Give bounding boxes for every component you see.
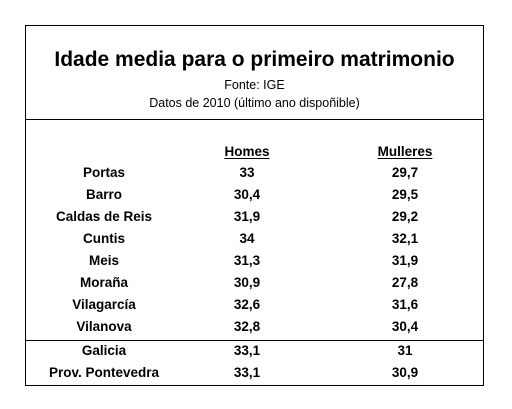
row-name: Moraña [79,275,128,290]
row-name: Portas [82,165,126,180]
total-row-name: Prov. Pontevedra [48,365,160,380]
row-name: Caldas de Reis [55,209,153,224]
total-row-mulleres-value: 31 [397,343,413,358]
row-homes-value: 32,6 [233,297,261,312]
total-row-homes-value: 33,1 [233,365,261,380]
table-frame: Idade media para o primeiro matrimonio F… [25,25,484,386]
row-homes-value: 31,9 [233,209,261,224]
header-divider [26,119,483,120]
row-mulleres-value: 30,4 [391,319,419,334]
total-row-name: Galicia [81,343,127,358]
row-mulleres-value: 29,5 [391,187,419,202]
row-mulleres-value: 31,9 [391,253,419,268]
row-mulleres-value: 27,8 [391,275,419,290]
row-mulleres-value: 32,1 [391,231,419,246]
row-name: Cuntis [83,231,125,246]
row-mulleres-value: 29,2 [391,209,419,224]
row-name: Vilagarcía [72,297,136,312]
row-mulleres-value: 31,6 [391,297,419,312]
table-title: Idade media para o primeiro matrimonio [54,48,455,71]
column-header-homes: Homes [224,144,270,159]
row-homes-value: 33 [239,165,255,180]
row-homes-value: 30,4 [233,187,261,202]
total-row-mulleres-value: 30,9 [391,365,419,380]
row-name: Barro [85,187,122,202]
totals-divider [26,340,483,341]
dates-note: Datos de 2010 (último ano dispoñible) [149,96,360,110]
row-homes-value: 31,3 [233,253,261,268]
row-mulleres-value: 29,7 [391,165,419,180]
row-homes-value: 32,8 [233,319,261,334]
row-homes-value: 34 [239,231,255,246]
row-name: Meis [88,253,119,268]
row-name: Vilanova [76,319,132,334]
row-homes-value: 30,9 [233,275,261,290]
source-note: Fonte: IGE [224,78,285,92]
total-row-homes-value: 33,1 [233,343,261,358]
column-header-mulleres: Mulleres [377,144,433,159]
